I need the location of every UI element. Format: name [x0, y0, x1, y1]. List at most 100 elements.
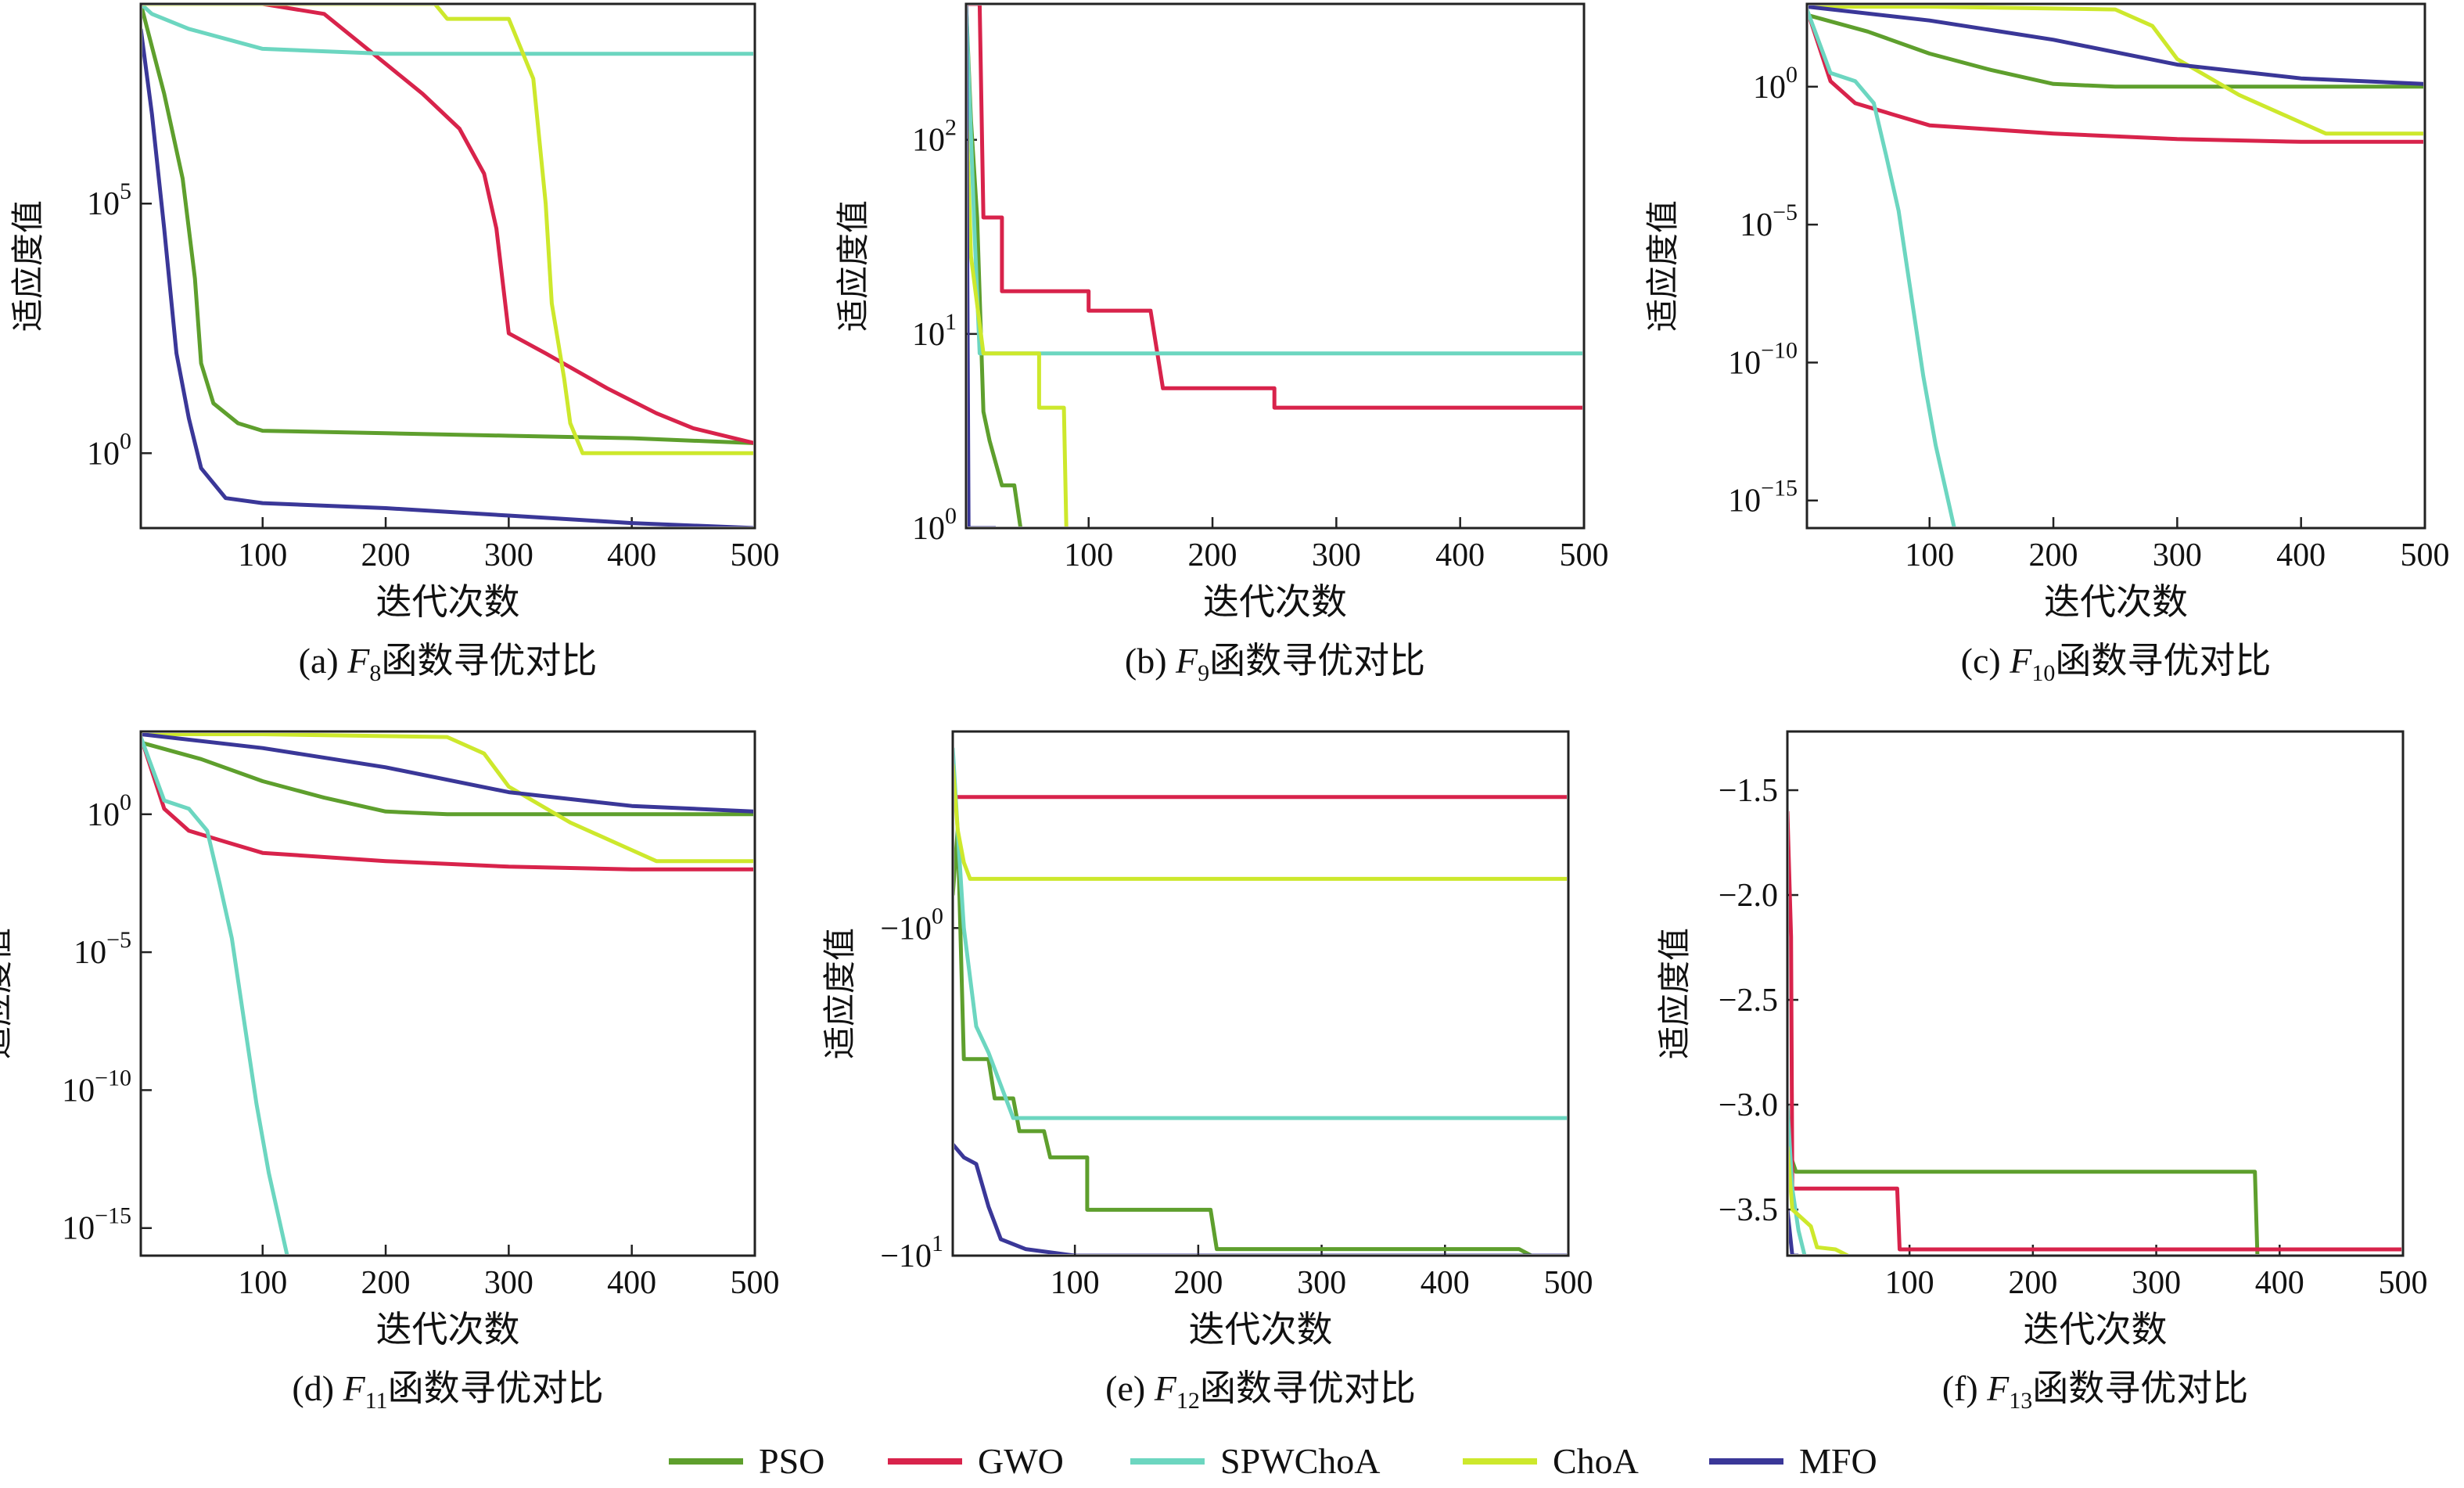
y-axis-label: 适应度值 [9, 200, 47, 332]
x-tick-label: 300 [2132, 1265, 2181, 1301]
series-line-choa [968, 101, 1069, 527]
x-tick-label: 100 [1064, 537, 1113, 573]
plot-border [964, 2, 1586, 530]
x-tick-label: 500 [2379, 1265, 2428, 1301]
y-axis-label: 适应度值 [834, 200, 872, 332]
series-line-pso [954, 828, 1567, 1254]
series-group [142, 5, 753, 527]
plot-border [1786, 730, 2405, 1257]
series-line-spwchoa [142, 736, 289, 1254]
x-tick-label: 300 [2153, 537, 2202, 573]
x-axis-label: 迭代次数 [1203, 580, 1347, 623]
x-tick-label: 500 [1560, 537, 1609, 573]
y-tick-label: 105 [87, 178, 131, 222]
y-tick-label: −3.0 [1719, 1087, 1778, 1123]
series-line-choa [1808, 5, 2423, 136]
x-tick-label: 100 [238, 537, 287, 573]
panel-caption: (e) F12函数寻优对比 [1105, 1368, 1416, 1414]
panel-d: 100 200 300 400 500 100 10−5 10−10 10−15 迭代次数 适应度值… [0, 730, 780, 1414]
series-line-spwchoa [968, 5, 1582, 356]
y-tick-label: −3.5 [1719, 1192, 1778, 1228]
y-tick-label: 100 [912, 503, 957, 547]
plot-frame [964, 2, 1586, 530]
x-tick-label: 200 [361, 537, 411, 573]
panel-f: 100 200 300 400 500 −1.5 −2.0 −2.5 −3.0 −3.5 迭代次数 适… [1655, 730, 2428, 1414]
x-tick-label: 100 [1885, 1265, 1934, 1301]
plot-frame [1805, 2, 2426, 530]
plot-frame [139, 730, 756, 1257]
series-line-spwchoa [1789, 1104, 1807, 1254]
legend: PSO GWO SPWChoA ChoA MFO [669, 1441, 1877, 1481]
y-tick-label: −101 [880, 1231, 943, 1274]
x-tick-label: 400 [2276, 537, 2326, 573]
y-tick-label: 100 [1753, 62, 1798, 106]
series-line-choa [142, 5, 753, 455]
series-line-gwo [142, 736, 753, 872]
plot-border [139, 730, 756, 1257]
x-tick-label: 500 [1544, 1265, 1593, 1301]
legend-label-mfo: MFO [1799, 1441, 1877, 1481]
series-line-mfo [1808, 5, 2423, 86]
x-tick-label: 300 [1312, 537, 1361, 573]
y-axis-label: 适应度值 [1643, 200, 1682, 332]
series-line-gwo [968, 5, 1582, 410]
x-tick-label: 400 [607, 537, 656, 573]
series-line-spwchoa [1808, 9, 1956, 527]
plot-border [139, 2, 756, 530]
x-tick-label: 100 [1905, 537, 1954, 573]
x-tick-label: 500 [2401, 537, 2450, 573]
x-tick-label: 400 [2255, 1265, 2304, 1301]
panel-caption: (d) F11函数寻优对比 [292, 1368, 603, 1414]
x-tick-label: 200 [1173, 1265, 1223, 1301]
panel-e: 100 200 300 400 500 −100 −101 迭代次数 适应度值 (e) F12函数… [821, 730, 1593, 1414]
legend-label-pso: PSO [759, 1441, 824, 1481]
x-tick-label: 200 [2008, 1265, 2057, 1301]
x-axis-label: 迭代次数 [1189, 1308, 1333, 1350]
panel-a: 100 200 300 400 500 105 100 迭代次数 适应度值 (a) F8函数寻优对… [9, 2, 780, 686]
y-tick-label: 10−5 [1740, 199, 1798, 243]
series-line-mfo [142, 28, 753, 527]
x-tick-label: 500 [731, 537, 780, 573]
x-tick-label: 200 [1188, 537, 1237, 573]
series-line-mfo [954, 1143, 1567, 1254]
series-line-gwo [1789, 810, 2401, 1252]
y-tick-label: 10−10 [1728, 337, 1798, 381]
x-tick-label: 100 [1051, 1265, 1100, 1301]
legend-label-spwchoa: SPWChoA [1220, 1441, 1380, 1481]
series-group [1808, 5, 2423, 527]
series-line-gwo [142, 5, 753, 445]
panel-caption: (c) F10函数寻优对比 [1961, 641, 2272, 686]
plot-border [1805, 2, 2426, 530]
x-tick-label: 300 [484, 1265, 533, 1301]
x-tick-label: 200 [361, 1265, 411, 1301]
y-tick-label: 10−15 [62, 1203, 131, 1247]
panel-caption: (a) F8函数寻优对比 [299, 641, 598, 686]
x-tick-label: 100 [238, 1265, 287, 1301]
panel-caption: (b) F9函数寻优对比 [1125, 641, 1425, 686]
series-line-choa [142, 733, 753, 864]
panel-c: 100 200 300 400 500 100 10−5 10−10 10−15 迭代次数 适应度值… [1643, 2, 2450, 686]
x-axis-label: 迭代次数 [376, 580, 520, 623]
plot-frame [1786, 730, 2405, 1257]
y-axis-label: 适应度值 [0, 928, 16, 1059]
x-tick-label: 400 [607, 1265, 656, 1301]
panel-caption: (f) F13函数寻优对比 [1942, 1368, 2249, 1414]
x-tick-label: 400 [1435, 537, 1485, 573]
x-tick-label: 300 [1297, 1265, 1346, 1301]
series-line-pso [142, 741, 753, 817]
y-tick-label: −2.5 [1719, 983, 1778, 1019]
x-tick-label: 200 [2029, 537, 2078, 573]
x-axis-label: 迭代次数 [376, 1308, 520, 1350]
plot-frame [951, 730, 1570, 1257]
legend-label-choa: ChoA [1553, 1441, 1639, 1481]
plot-border [951, 730, 1570, 1257]
series-line-spwchoa [142, 5, 753, 56]
y-tick-label: −2.0 [1719, 878, 1778, 914]
x-axis-label: 迭代次数 [2024, 1308, 2168, 1350]
y-tick-label: 10−15 [1728, 476, 1798, 519]
series-line-pso [142, 5, 753, 445]
x-tick-label: 400 [1421, 1265, 1470, 1301]
y-axis-label: 适应度值 [1655, 928, 1694, 1059]
y-tick-label: −1.5 [1719, 773, 1778, 809]
